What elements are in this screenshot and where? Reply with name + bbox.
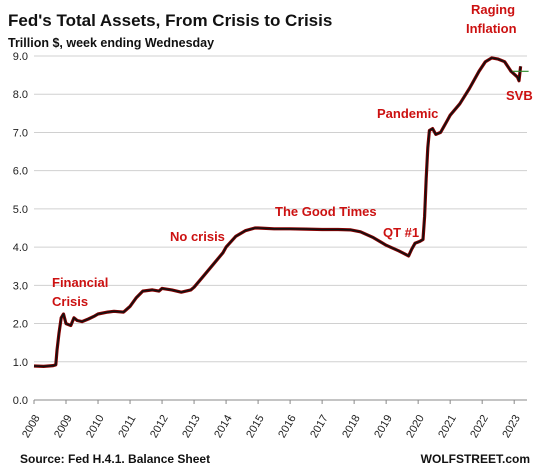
x-tick-label: 2021 [436,413,459,440]
y-tick-label: 8.0 [13,89,28,101]
y-tick-label: 7.0 [13,127,28,139]
y-tick-label: 9.0 [13,51,28,63]
x-tick-label: 2020 [404,413,427,440]
y-tick-label: 2.0 [13,319,28,331]
annotation-label: Raging [471,2,515,17]
annotation-label: Pandemic [377,106,438,121]
brand-label: WOLFSTREET.com [421,452,530,466]
series-layer [33,56,523,368]
x-tick-label: 2012 [148,413,171,440]
x-tick-label: 2010 [84,413,107,440]
x-tick-label: 2016 [276,413,299,440]
x-tick-label: 2017 [308,413,331,440]
axes: 0.0 1.0 2.0 3.0 4.0 5.0 6.0 7.0 8.0 9.0 2008 2009 20… [13,51,527,440]
series-line [33,57,522,368]
y-tick-label: 5.0 [13,204,28,216]
annotation-label: Inflation [466,21,517,36]
y-tick-label: 1.0 [13,357,28,369]
chart-subtitle: Trillion $, week ending Wednesday [8,36,214,50]
x-tick-label: 2023 [500,413,523,440]
x-tick-label: 2018 [340,413,363,440]
x-tick-label: 2019 [372,413,395,440]
annotation-label: QT #1 [383,225,419,240]
x-tick-label: 2014 [212,413,235,440]
x-tick-label: 2013 [180,413,203,440]
x-tick-label: 2022 [468,413,491,440]
annotation-label: No crisis [170,229,225,244]
x-tick-label: 2015 [244,413,267,440]
x-tick-label: 2008 [20,413,43,440]
grid [34,55,527,401]
source-note: Source: Fed H.4.1. Balance Sheet [20,452,210,466]
chart-title: Fed's Total Assets, From Crisis to Crisi… [8,11,332,30]
annotation-label: The Good Times [275,204,377,219]
x-tick-label: 2011 [116,413,138,439]
annotation-layer: Financial Crisis No crisis The Good Times QT… [52,2,533,309]
annotation-label: SVB [506,88,533,103]
y-tick-label: 3.0 [13,280,28,292]
y-tick-label: 4.0 [13,242,28,254]
y-tick-label: 6.0 [13,166,28,178]
annotation-label: Financial [52,275,108,290]
annotation-label: Crisis [52,294,88,309]
y-tick-label: 0.0 [13,395,28,407]
x-tick-label: 2009 [52,413,75,440]
